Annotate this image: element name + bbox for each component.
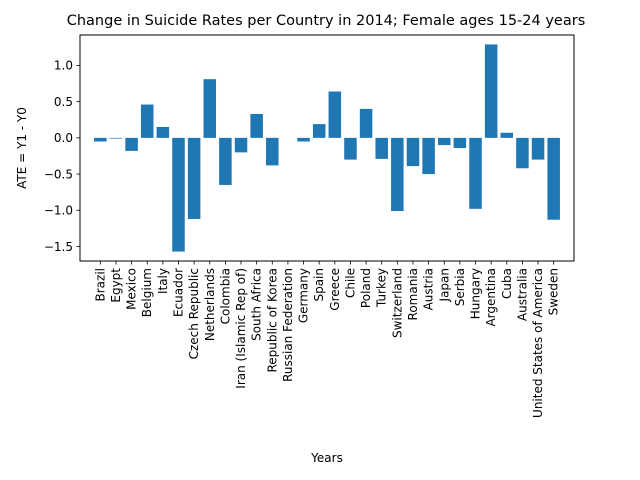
bar-poland (359, 108, 373, 138)
y-tick-label: −1.5 (44, 240, 73, 254)
y-tick-label: −0.5 (44, 167, 73, 181)
bar-serbia (453, 137, 467, 148)
x-tick-label: Ecuador (171, 268, 185, 317)
bar-iran-islamic-rep-of (234, 137, 248, 153)
x-tick-label: Republic of Korea (265, 268, 279, 373)
bar-cuba (500, 132, 514, 138)
x-tick-label: Romania (406, 268, 420, 320)
y-tick-label: 0.0 (54, 131, 73, 145)
bar-egypt (109, 137, 123, 139)
y-axis-title: ATE = Y1 - Y0 (15, 107, 29, 189)
x-tick-label: Netherlands (203, 268, 217, 341)
x-tick-label: Greece (328, 268, 342, 311)
bar-japan (437, 137, 451, 146)
bar-switzerland (391, 137, 404, 212)
x-tick-label: United States of America (531, 268, 545, 418)
bar-turkey (375, 137, 388, 159)
bar-belgium (140, 104, 154, 138)
y-tick-label: −1.0 (44, 204, 73, 218)
bar-romania (406, 137, 420, 167)
x-tick-label: Switzerland (390, 268, 404, 338)
bar-hungary (469, 137, 482, 209)
y-tick-label: 0.5 (54, 95, 73, 109)
bar-spain (312, 124, 326, 138)
x-axis-title: Years (310, 451, 343, 465)
x-tick-label: Serbia (453, 268, 467, 306)
bar-brazil (94, 137, 107, 142)
x-tick-label: Cuba (500, 268, 514, 299)
x-tick-label: Austria (422, 268, 436, 310)
bar-germany (297, 137, 310, 142)
x-tick-label: Argentina (484, 268, 498, 327)
bar-colombia (219, 137, 232, 185)
x-tick-label: Iran (Islamic Rep of) (234, 268, 248, 389)
bar-chile (344, 137, 357, 160)
chart-title: Change in Suicide Rates per Country in 2… (67, 13, 586, 29)
plot-frame (79, 34, 575, 262)
bar-argentina (484, 44, 498, 138)
x-axis-ticks: Brazil Egypt Mexico Belgium Italy Ecuador Czec… (93, 261, 561, 418)
x-tick-label: Japan (437, 268, 451, 302)
y-axis-ticks: −1.5 −1.0 −0.5 0.0 0.5 1.0 (44, 59, 80, 254)
bar-sweden (547, 137, 560, 220)
x-tick-label: Turkey (375, 268, 389, 308)
x-tick-label: South Africa (250, 268, 264, 341)
x-tick-label: Germany (297, 268, 311, 323)
bar-australia (516, 137, 529, 169)
bars-group (94, 44, 560, 252)
bar-mexico (125, 137, 138, 151)
bar-ecuador (172, 137, 185, 252)
bar-italy (156, 126, 170, 138)
x-tick-label: Sweden (547, 268, 561, 315)
x-tick-label: Brazil (93, 268, 107, 302)
x-tick-label: Czech Republic (187, 268, 201, 359)
bar-austria (422, 137, 435, 175)
bar-netherlands (203, 79, 217, 138)
bar-south-africa (250, 113, 263, 138)
x-tick-label: Spain (312, 268, 326, 302)
bar-republic-of-korea (266, 137, 279, 166)
bar-greece (328, 91, 342, 138)
y-tick-label: 1.0 (54, 59, 73, 73)
x-tick-label: Colombia (218, 268, 232, 324)
x-tick-label: Italy (156, 268, 170, 294)
x-tick-label: Egypt (109, 268, 123, 303)
bar-united-states-of-america (531, 137, 545, 160)
x-tick-label: Hungary (469, 268, 483, 319)
x-tick-label: Belgium (140, 268, 154, 317)
x-tick-label: Russian Federation (281, 268, 295, 382)
bar-czech-republic (187, 137, 201, 219)
x-tick-label: Mexico (125, 268, 139, 310)
x-tick-label: Poland (359, 268, 373, 308)
x-tick-label: Chile (343, 268, 357, 298)
x-tick-label: Australia (515, 268, 529, 321)
